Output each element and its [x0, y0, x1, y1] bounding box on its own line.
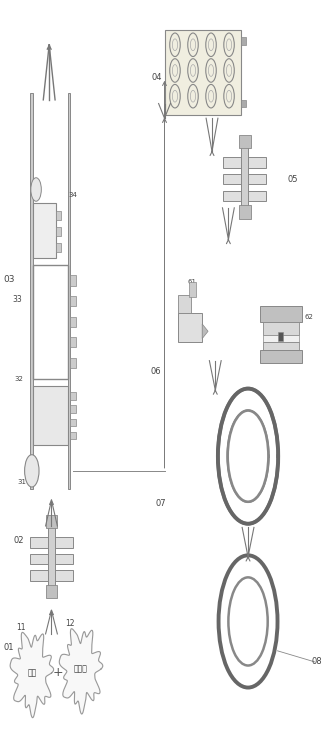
Bar [70, 392, 76, 400]
Bar [241, 146, 248, 213]
Bar [278, 332, 283, 341]
Text: 02: 02 [13, 536, 24, 545]
Bar [223, 191, 266, 201]
Bar [48, 526, 55, 592]
Bar [70, 296, 76, 306]
Bar [70, 316, 76, 327]
Bar [56, 243, 61, 252]
Bar [33, 265, 68, 379]
Bar [239, 135, 251, 148]
Polygon shape [10, 632, 54, 718]
Bar [33, 386, 68, 445]
Bar [70, 358, 76, 368]
Bar [68, 93, 70, 489]
Bar [178, 313, 202, 342]
Text: 12: 12 [65, 619, 75, 628]
Bar [263, 342, 299, 350]
Bar [189, 282, 196, 297]
Text: 07: 07 [155, 500, 166, 509]
Bar [70, 275, 76, 286]
Text: 03: 03 [3, 275, 14, 284]
Bar [46, 514, 57, 528]
Bar [70, 337, 76, 347]
Bar [56, 210, 61, 219]
Polygon shape [59, 629, 103, 714]
Bar [30, 93, 33, 489]
Text: 06: 06 [151, 367, 162, 376]
Text: 铁粉: 铁粉 [27, 668, 37, 677]
Text: 31: 31 [17, 479, 27, 485]
Bar [164, 30, 241, 115]
Text: 34: 34 [68, 192, 77, 199]
Text: 04: 04 [151, 74, 162, 82]
Circle shape [228, 411, 268, 502]
Bar [70, 406, 76, 413]
Text: 33: 33 [13, 295, 23, 304]
Circle shape [228, 577, 268, 665]
Bar [33, 202, 56, 258]
Text: 润滑剂: 润滑剂 [74, 665, 88, 673]
Circle shape [31, 177, 41, 201]
Bar [239, 205, 251, 219]
Bar [70, 432, 76, 439]
Bar [46, 585, 57, 598]
Bar [56, 227, 61, 236]
Bar [70, 419, 76, 426]
Bar [30, 570, 73, 581]
Text: 32: 32 [14, 376, 23, 382]
Bar [223, 158, 266, 168]
Bar [241, 100, 246, 107]
Text: 05: 05 [287, 174, 297, 184]
Bar [260, 350, 302, 363]
Text: 08: 08 [312, 657, 322, 666]
Bar [263, 322, 299, 335]
Bar [241, 38, 246, 45]
Circle shape [25, 455, 39, 487]
Bar [263, 335, 299, 342]
Text: 11: 11 [16, 623, 26, 631]
Text: 62: 62 [304, 314, 313, 319]
Bar [223, 174, 266, 185]
Bar [30, 537, 73, 548]
Polygon shape [202, 324, 208, 339]
Text: 61: 61 [188, 279, 197, 285]
Text: +: + [53, 666, 63, 679]
Bar [260, 305, 302, 322]
Bar [30, 553, 73, 565]
Bar [178, 294, 191, 313]
Text: 01: 01 [4, 643, 14, 651]
